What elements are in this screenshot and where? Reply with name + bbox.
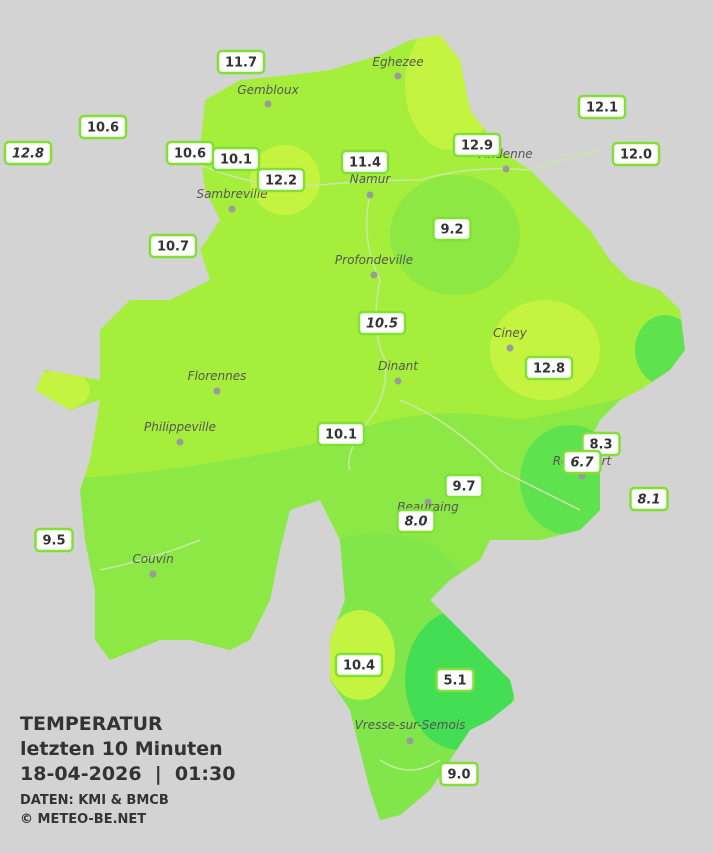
town-label: Dinant bbox=[378, 359, 419, 373]
town-label: Philippeville bbox=[144, 420, 216, 434]
station-value: 6.7 bbox=[570, 456, 594, 471]
town-label: Eghezee bbox=[372, 55, 423, 69]
legend-source: DATEN: KMI & BMCB bbox=[20, 793, 169, 808]
station-box bbox=[444, 473, 484, 499]
station: 10.6 bbox=[165, 140, 215, 166]
town-dot bbox=[176, 438, 184, 446]
station-box bbox=[334, 652, 384, 678]
station-box bbox=[611, 141, 661, 167]
station: 9.5 bbox=[34, 527, 74, 553]
station: 8.0 bbox=[396, 508, 436, 534]
station-value: 10.4 bbox=[343, 659, 375, 674]
station-value: 11.4 bbox=[349, 156, 381, 171]
town-dot bbox=[506, 344, 514, 352]
station: 11.7 bbox=[216, 49, 266, 75]
station-value: 10.1 bbox=[325, 428, 357, 443]
station: 10.5 bbox=[357, 310, 407, 336]
town-label: Ciney bbox=[493, 326, 528, 340]
station-box bbox=[435, 667, 475, 693]
station-box bbox=[340, 149, 390, 175]
station-box bbox=[396, 508, 436, 534]
station-box bbox=[78, 114, 128, 140]
station-value: 12.2 bbox=[265, 174, 297, 189]
station: 6.7 bbox=[562, 449, 602, 475]
station: 12.8 bbox=[3, 140, 53, 166]
station-box bbox=[524, 355, 574, 381]
station: 9.7 bbox=[444, 473, 484, 499]
station-box bbox=[432, 216, 472, 242]
town-dot bbox=[213, 387, 221, 395]
town-label: Profondeville bbox=[335, 253, 413, 267]
station: 10.4 bbox=[334, 652, 384, 678]
station-value: 10.6 bbox=[87, 121, 119, 136]
station-box bbox=[629, 486, 669, 512]
station: 12.2 bbox=[256, 167, 306, 193]
station-box bbox=[357, 310, 407, 336]
town-dot bbox=[424, 498, 432, 506]
station-value: 10.7 bbox=[157, 240, 189, 255]
town-dot bbox=[370, 271, 378, 279]
station-value: 12.8 bbox=[533, 362, 565, 377]
station-value: 10.1 bbox=[220, 153, 252, 168]
town-dot bbox=[406, 737, 414, 745]
station-value: 9.0 bbox=[447, 768, 470, 783]
station-value: 10.5 bbox=[366, 317, 398, 332]
town-dot bbox=[228, 205, 236, 213]
station: 12.8 bbox=[524, 355, 574, 381]
town-label: Sambreville bbox=[196, 187, 267, 201]
station: 5.1 bbox=[435, 667, 475, 693]
town-dot bbox=[394, 72, 402, 80]
station: 8.1 bbox=[629, 486, 669, 512]
station-value: 9.5 bbox=[42, 534, 65, 549]
town-label: Gembloux bbox=[237, 83, 299, 97]
town-dot bbox=[394, 377, 402, 385]
station-box bbox=[148, 233, 198, 259]
station-value: 8.3 bbox=[589, 438, 612, 453]
station-value: 8.1 bbox=[637, 493, 660, 508]
station-value: 12.1 bbox=[586, 101, 618, 116]
station: 12.1 bbox=[577, 94, 627, 120]
station-box bbox=[34, 527, 74, 553]
station-value: 10.6 bbox=[174, 147, 206, 162]
station: 12.9 bbox=[452, 132, 502, 158]
station-value: 5.1 bbox=[443, 674, 466, 689]
station-value: 12.0 bbox=[620, 148, 652, 163]
station-value: 12.8 bbox=[12, 147, 44, 162]
station-box bbox=[439, 761, 479, 787]
station-box bbox=[216, 49, 266, 75]
station: 10.6 bbox=[78, 114, 128, 140]
station-box bbox=[577, 94, 627, 120]
town-label: Vresse-sur-Semois bbox=[355, 718, 466, 732]
legend-timestamp: 18-04-2026 | 01:30 bbox=[20, 763, 235, 785]
station-box bbox=[316, 421, 366, 447]
town-label: Couvin bbox=[132, 552, 173, 566]
town-dot bbox=[149, 570, 157, 578]
legend-subtitle: letzten 10 Minuten bbox=[20, 738, 223, 760]
station-value: 12.9 bbox=[461, 139, 493, 154]
station: 9.0 bbox=[439, 761, 479, 787]
town-dot bbox=[366, 191, 374, 199]
town-label: Namur bbox=[350, 172, 392, 186]
legend-copyright: © METEO-BE.NET bbox=[20, 812, 146, 827]
station-box bbox=[211, 146, 261, 172]
station: 12.0 bbox=[611, 141, 661, 167]
station-box bbox=[3, 140, 53, 166]
station-value: 9.7 bbox=[452, 480, 475, 495]
station-value: 11.7 bbox=[225, 56, 257, 71]
station-box bbox=[562, 449, 602, 475]
town-label: Florennes bbox=[188, 369, 247, 383]
station: 10.7 bbox=[148, 233, 198, 259]
town-dot bbox=[502, 165, 510, 173]
station: 10.1 bbox=[211, 146, 261, 172]
station-value: 9.2 bbox=[440, 223, 463, 238]
station-box bbox=[256, 167, 306, 193]
station: 10.1 bbox=[316, 421, 366, 447]
legend-title: TEMPERATUR bbox=[20, 713, 163, 735]
station-box bbox=[452, 132, 502, 158]
station: 11.4 bbox=[340, 149, 390, 175]
station: 9.2 bbox=[432, 216, 472, 242]
town-dot bbox=[264, 100, 272, 108]
station-value: 8.0 bbox=[404, 515, 427, 530]
